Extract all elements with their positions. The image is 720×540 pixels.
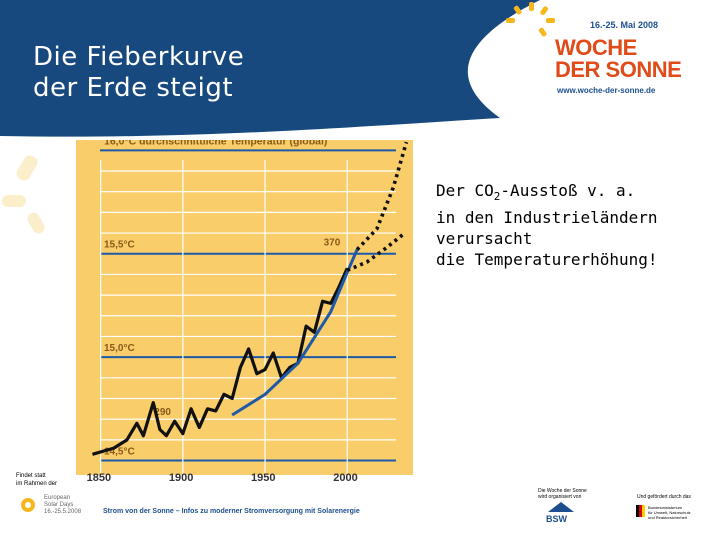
european-solar-days-label: European Solar Days 16.-25.5.2008 <box>44 495 81 516</box>
x-tick-label: 1950 <box>251 472 276 484</box>
x-tick-label: 1900 <box>168 472 194 484</box>
ministry-line-3: und Reaktorsicherheit <box>648 515 687 520</box>
ministry-label: Bundesministerium für Umwelt, Naturschut… <box>648 505 691 520</box>
note-co2-text: Der CO <box>436 181 494 200</box>
esd-line-1: European <box>44 495 71 501</box>
x-tick-label: 1850 <box>86 472 112 484</box>
organizer-line-1: Die Woche der Sonne <box>538 488 587 494</box>
found-line-2: im Rahmen der <box>16 481 58 487</box>
note-line-1: Der CO2-Ausstoß v. a. <box>436 180 658 207</box>
decorative-sun-rays <box>2 155 45 234</box>
brand-line-1: WOCHE <box>555 35 637 60</box>
header-banner: Die Fieberkurve der Erde steigt 16.-25. … <box>0 0 720 138</box>
event-date: 16.-25. Mai 2008 <box>590 20 659 30</box>
temperature-chart: 16,0°C durchschnittliche Temperatur (glo… <box>76 140 413 475</box>
data-annotation: 290 <box>154 407 171 418</box>
note-co2-subscript: 2 <box>493 190 501 204</box>
esd-line-3: 16.-25.5.2008 <box>44 509 82 515</box>
title-line-2: der Erde steigt <box>33 73 234 103</box>
chart-title: 16,0°C durchschnittliche Temperatur (glo… <box>104 140 327 147</box>
note-line-3: verursacht <box>436 229 533 249</box>
series-line <box>355 141 409 251</box>
series-line <box>346 231 406 272</box>
header-background <box>0 0 540 137</box>
title-line-1: Die Fieberkurve <box>33 42 245 72</box>
co2-note: Der CO2-Ausstoß v. a. in den Industrielä… <box>436 180 658 270</box>
organizer-line-2: wird organisiert von <box>538 494 582 500</box>
sun-logo-icon <box>506 2 555 37</box>
chart-canvas: 16,0°C durchschnittliche Temperatur (glo… <box>91 140 409 475</box>
organizer-label: Die Woche der Sonne wird organisiert von <box>538 488 587 500</box>
found-line-1: Findet statt <box>16 473 46 479</box>
website-link[interactable]: www.woche-der-sonne.de <box>557 86 656 95</box>
note-line-2: in den Industrieländern <box>436 208 658 228</box>
event-context: Findet statt im Rahmen der <box>16 472 57 488</box>
slide-title: Die Fieberkurve der Erde steigt <box>33 42 244 104</box>
x-tick-label: 2000 <box>333 472 358 484</box>
note-line-1-rest: -Ausstoß v. a. <box>500 181 636 200</box>
footer-strapline: Strom von der Sonne – Infos zu moderner … <box>103 508 360 515</box>
y-tick-label: 15,0°C <box>104 343 135 354</box>
brand-line-2: DER SONNE <box>555 57 682 82</box>
sponsor-label: Und gefördert durch das <box>637 494 691 500</box>
ministry-line-1: Bundesministerium <box>648 505 683 510</box>
y-tick-label: 14,5°C <box>104 447 135 458</box>
esd-line-2: Solar Days <box>44 502 74 508</box>
note-line-4: die Temperaturerhöhung! <box>436 250 658 270</box>
ministry-line-2: für Umwelt, Naturschutz <box>648 510 691 515</box>
bsw-logo-text: BSW <box>546 514 567 524</box>
federal-eagle-icon <box>636 505 645 517</box>
bsw-logo-icon <box>548 502 574 512</box>
y-tick-label: 15,5°C <box>104 240 135 251</box>
series-line <box>91 267 349 456</box>
data-annotation: 370 <box>324 237 341 248</box>
european-solar-days-logo-icon <box>21 498 35 512</box>
